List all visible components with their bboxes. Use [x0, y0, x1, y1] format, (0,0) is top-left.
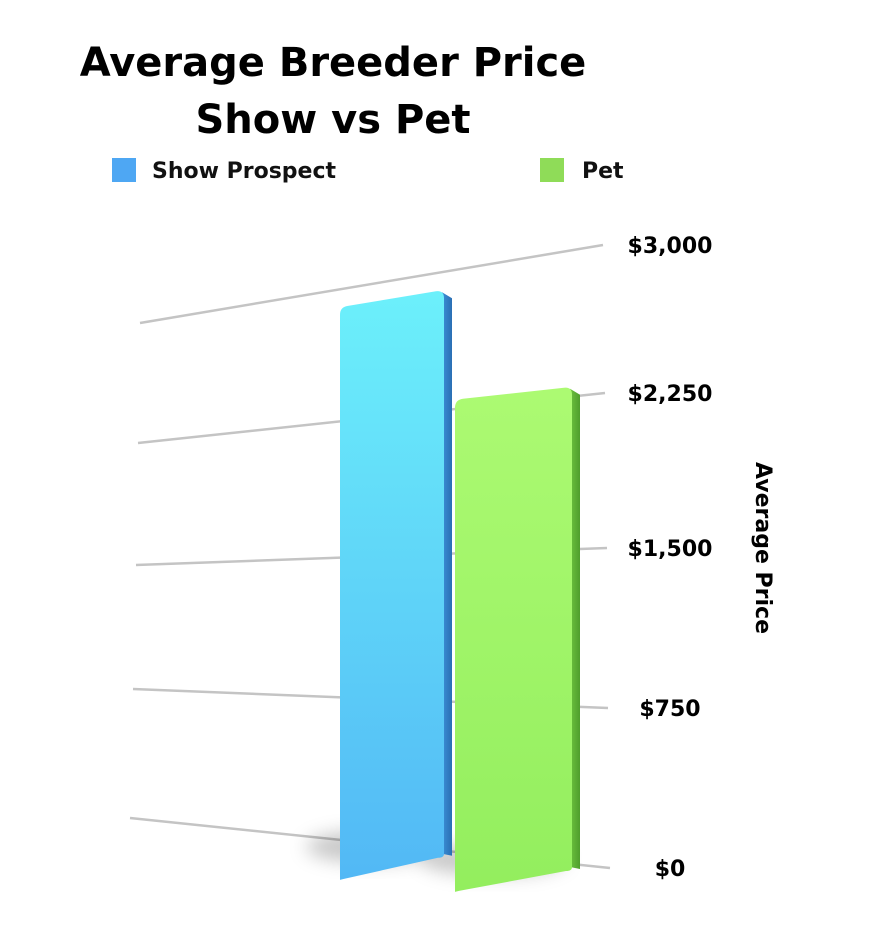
legend-swatch-show-prospect — [112, 158, 136, 182]
y-axis-label: Average Price — [750, 462, 775, 634]
legend-label-pet: Pet — [582, 159, 624, 184]
y-tick-label-2: $1,500 — [628, 537, 713, 562]
bar-show-prospect — [340, 291, 444, 880]
y-tick-label-4: $3,000 — [628, 234, 713, 259]
bar-side-0 — [442, 292, 452, 856]
y-tick-label-1: $750 — [639, 697, 700, 722]
legend-label-show-prospect: Show Prospect — [152, 159, 336, 184]
gridline-4 — [139, 243, 604, 325]
bars — [340, 291, 580, 892]
chart-title-line-1: Average Breeder Price — [80, 40, 587, 86]
legend: Show Prospect Pet — [112, 158, 624, 184]
chart-title-line-2: Show vs Pet — [195, 97, 470, 143]
bar-pet — [455, 387, 572, 892]
y-tick-label-3: $2,250 — [628, 382, 713, 407]
y-tick-labels: $0 $750 $1,500 $2,250 $3,000 — [628, 234, 713, 882]
bar-side-1 — [570, 388, 580, 870]
y-tick-label-0: $0 — [655, 857, 686, 882]
legend-swatch-pet — [540, 158, 564, 182]
